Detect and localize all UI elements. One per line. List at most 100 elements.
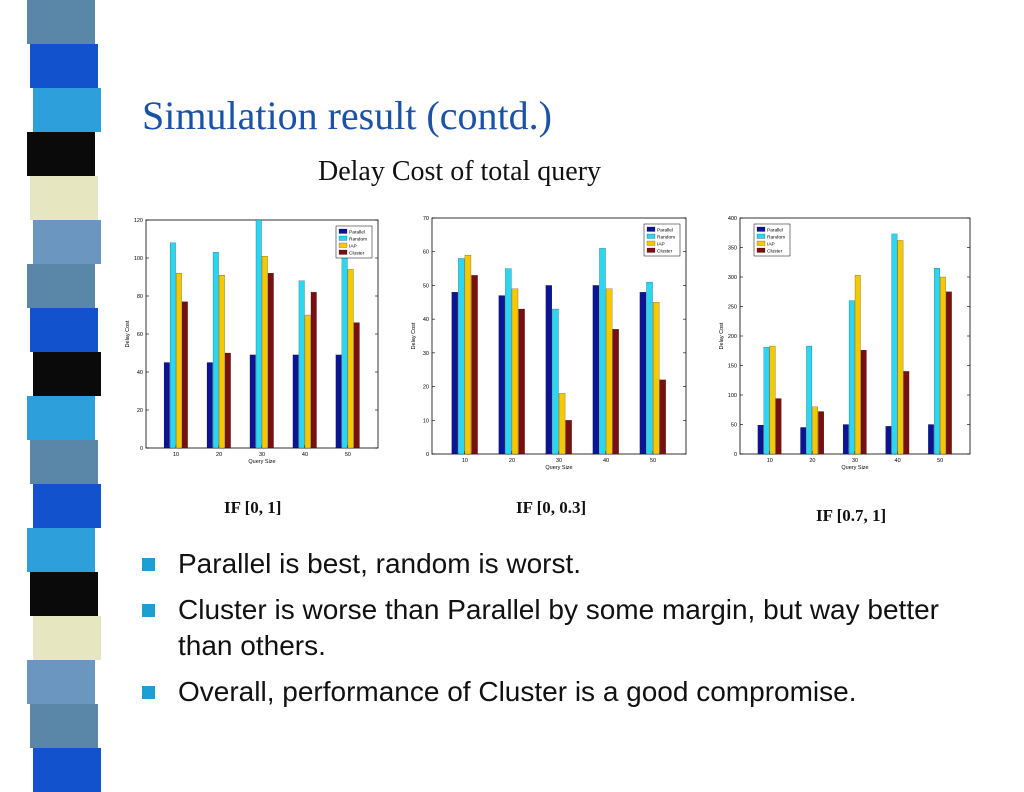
- y-tick-label: 60: [137, 332, 143, 338]
- legend-swatch: [646, 240, 656, 246]
- bar: [498, 295, 505, 455]
- bar: [800, 427, 807, 455]
- square-bullet-icon: [142, 558, 155, 571]
- bullet-text: Cluster is worse than Parallel by some m…: [178, 594, 939, 661]
- legend-label: Cluster: [657, 248, 673, 254]
- y-axis-label: Delay Cost: [411, 322, 417, 349]
- bullet-item: Parallel is best, random is worst.: [138, 546, 968, 582]
- bar: [652, 302, 660, 455]
- stripe-segment: [30, 440, 98, 484]
- bullet-text: Parallel is best, random is worst.: [178, 548, 582, 579]
- stripe-segment: [30, 704, 98, 748]
- stripe-segment: [27, 264, 95, 308]
- bar-chart-3: 0 50 100 150 200 250 300 350 400 10 20 30 40 50 Query …: [719, 216, 971, 471]
- x-tick-label: 10: [767, 458, 773, 464]
- chart-caption-1: IF [0, 1]: [224, 498, 282, 517]
- legend-label: Random: [767, 234, 785, 240]
- bar: [471, 275, 478, 455]
- stripe-segment: [33, 220, 101, 264]
- bullet-item: Cluster is worse than Parallel by some m…: [138, 592, 968, 664]
- y-tick-label: 200: [728, 334, 737, 340]
- bar: [763, 347, 770, 455]
- bar: [169, 242, 176, 449]
- bar: [806, 345, 813, 455]
- bar: [558, 393, 566, 455]
- y-tick-label: 0: [140, 446, 143, 452]
- legend-swatch: [646, 233, 656, 239]
- slide-title: Simulation result (contd.): [142, 93, 552, 138]
- bar: [842, 424, 849, 455]
- bar: [224, 352, 231, 449]
- x-tick-label: 20: [509, 458, 515, 464]
- legend-swatch: [646, 226, 656, 232]
- bar: [181, 301, 188, 449]
- y-tick-label: 50: [731, 423, 737, 429]
- y-tick-label: 70: [423, 216, 429, 222]
- bar: [891, 233, 898, 455]
- bar: [552, 308, 559, 455]
- x-axis-label: Query Size: [841, 465, 868, 471]
- legend-swatch: [338, 249, 348, 255]
- legend-label: Parallel: [767, 227, 783, 233]
- x-tick-label: 40: [603, 458, 609, 464]
- stripe-segment: [33, 352, 101, 396]
- bar: [545, 285, 552, 455]
- square-bullet-icon: [142, 604, 155, 617]
- bar: [854, 275, 861, 455]
- legend-label: IAP: [767, 241, 775, 247]
- bar: [565, 420, 572, 455]
- bar: [353, 322, 360, 449]
- chart-panel-1: 0 20 40 60 80 100 120 10 20 30 40 50 Query Size Delay…: [102, 200, 384, 478]
- x-tick-label: 30: [852, 458, 858, 464]
- x-tick-label: 20: [216, 452, 222, 458]
- bar: [347, 269, 354, 449]
- x-axis-label: Query Size: [248, 459, 275, 465]
- bar: [775, 398, 782, 455]
- bar: [458, 258, 465, 455]
- legend-swatch: [756, 240, 766, 246]
- y-tick-label: 40: [137, 370, 143, 376]
- bar: [646, 281, 653, 455]
- stripe-segment: [27, 396, 95, 440]
- bar: [518, 308, 525, 455]
- y-tick-label: 20: [423, 385, 429, 391]
- stripe-segment: [33, 484, 101, 528]
- stripe-segment: [27, 132, 95, 176]
- y-tick-label: 250: [728, 305, 737, 311]
- x-tick-label: 30: [259, 452, 265, 458]
- stripe-segment: [33, 748, 101, 792]
- y-tick-label: 120: [134, 218, 143, 224]
- bar: [592, 285, 600, 455]
- bullet-list: Parallel is best, random is worst. Clust…: [138, 546, 968, 720]
- chart-caption-2: IF [0, 0.3]: [516, 498, 587, 517]
- legend-label: Cluster: [767, 248, 783, 254]
- stripe-segment: [30, 44, 98, 88]
- bar: [599, 248, 606, 455]
- bar: [249, 354, 256, 449]
- x-axis-label: Query Size: [545, 465, 572, 471]
- x-tick-label: 50: [345, 452, 351, 458]
- legend-label: IAP: [657, 241, 665, 247]
- legend-label: IAP: [349, 243, 357, 249]
- bar: [639, 292, 647, 455]
- legend-label: Random: [657, 234, 675, 240]
- bar: [261, 255, 268, 449]
- stripe-segment: [27, 660, 95, 704]
- chart-panel-3: 0 50 100 150 200 250 300 350 400 10 20 30 40 50 Query …: [712, 212, 978, 474]
- y-tick-label: 100: [728, 393, 737, 399]
- bar: [298, 280, 305, 449]
- bar: [206, 362, 213, 449]
- bar: [928, 424, 934, 455]
- bar: [757, 424, 764, 455]
- chart-caption-3: IF [0.7, 1]: [816, 506, 887, 525]
- y-axis-label: Delay Cost: [125, 320, 131, 347]
- decorative-stripe-bar: [27, 0, 101, 792]
- stripe-segment: [33, 616, 101, 660]
- y-tick-label: 30: [423, 351, 429, 357]
- bar: [934, 268, 940, 455]
- bar: [212, 252, 219, 449]
- y-tick-label: 80: [137, 294, 143, 300]
- bar: [341, 235, 348, 449]
- y-tick-label: 400: [728, 216, 737, 222]
- y-tick-label: 300: [728, 275, 737, 281]
